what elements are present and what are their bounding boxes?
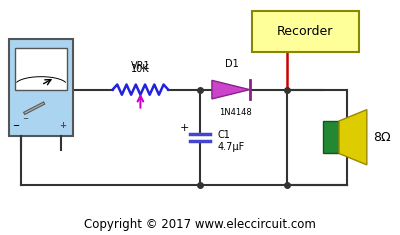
Polygon shape [212,80,250,99]
Text: D1: D1 [225,59,239,69]
Text: 8Ω: 8Ω [373,131,390,144]
Text: −: − [12,121,19,130]
Bar [323,121,339,153]
FancyBboxPatch shape [15,48,67,90]
Text: 1N4148: 1N4148 [219,108,252,117]
FancyBboxPatch shape [252,11,359,52]
Polygon shape [339,110,367,165]
Text: Copyright © 2017 www.eleccircuit.com: Copyright © 2017 www.eleccircuit.com [84,218,316,231]
Text: 10K: 10K [131,64,150,74]
FancyBboxPatch shape [9,39,73,136]
Text: VR1: VR1 [131,61,150,71]
Text: Recorder: Recorder [277,25,334,38]
Text: +: + [180,123,189,133]
Text: 4.7μF: 4.7μF [218,141,245,152]
Text: C1: C1 [218,130,231,140]
Text: +: + [60,121,66,130]
Text: ─: ─ [23,116,27,122]
